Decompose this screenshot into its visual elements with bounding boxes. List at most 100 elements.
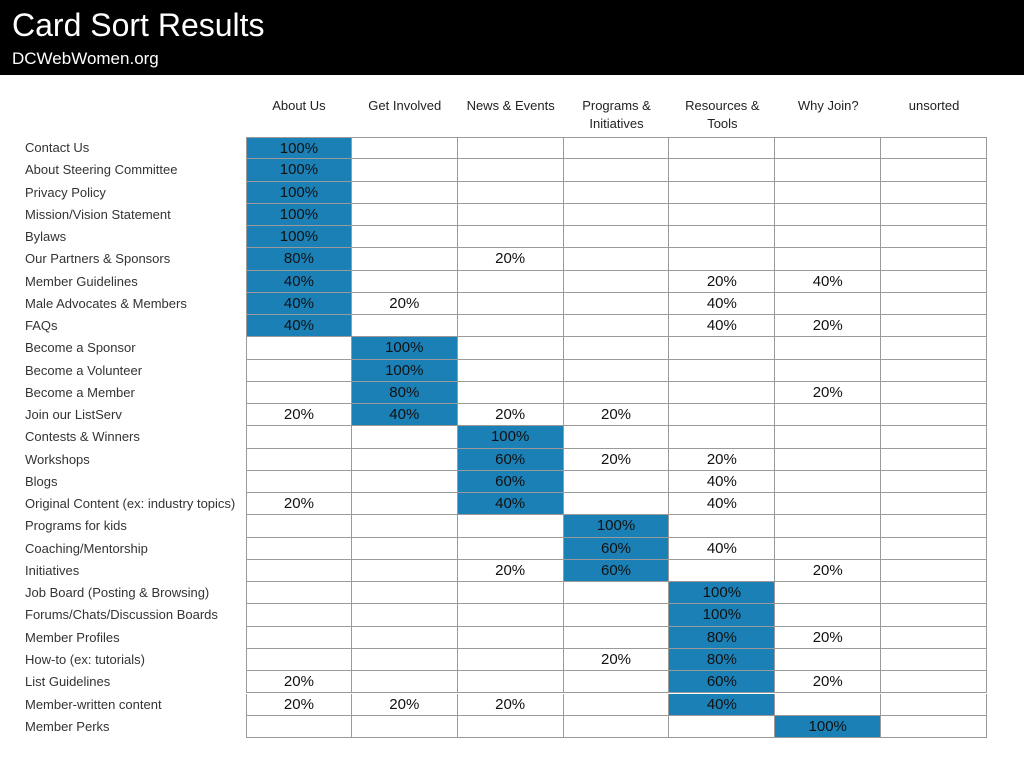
table-cell: 20% — [351, 693, 458, 716]
table-cell — [669, 181, 776, 204]
table-cell — [563, 337, 670, 360]
table-cell — [351, 537, 458, 560]
table-cell — [351, 515, 458, 538]
table-cell: 20% — [775, 671, 882, 694]
table-cell: 40% — [669, 470, 776, 494]
table-cell — [669, 337, 776, 360]
row-label: Original Content (ex: industry topics) — [25, 496, 236, 512]
table-cell — [669, 248, 776, 271]
table-cell — [246, 648, 352, 672]
table-cell — [246, 559, 352, 583]
table-cell: 80% — [669, 648, 776, 672]
table-cell — [457, 381, 564, 405]
table-cell: 40% — [669, 537, 776, 560]
table-cell — [351, 559, 458, 583]
table-cell: 100% — [775, 715, 882, 738]
table-cell — [246, 448, 352, 471]
table-cell — [775, 292, 882, 316]
table-cell: 100% — [246, 137, 352, 160]
table-cell — [563, 292, 670, 316]
table-cell: 80% — [669, 626, 776, 649]
table-cell — [351, 715, 458, 738]
table-cell — [351, 315, 458, 338]
table-cell: 100% — [669, 582, 776, 605]
table-cell: 20% — [457, 404, 564, 427]
table-cell: 40% — [669, 292, 776, 316]
row-label: Join our ListServ — [25, 407, 122, 423]
table-cell: 20% — [563, 404, 670, 427]
column-header: About Us — [272, 98, 326, 113]
table-cell — [457, 137, 564, 160]
table-cell: 40% — [246, 270, 352, 293]
table-cell: 100% — [351, 337, 458, 360]
table-cell: 20% — [457, 693, 564, 716]
table-cell — [563, 671, 670, 694]
table-cell — [775, 582, 882, 605]
table-cell — [246, 715, 352, 738]
table-cell: 40% — [669, 693, 776, 716]
column-header: News & Events — [466, 98, 555, 113]
table-cell: 80% — [351, 381, 458, 405]
table-cell — [881, 426, 988, 449]
table-cell — [881, 559, 988, 583]
table-cell — [563, 137, 670, 160]
table-cell — [457, 582, 564, 605]
table-cell — [246, 515, 352, 538]
row-label: Contests & Winners — [25, 429, 140, 445]
table-cell — [775, 337, 882, 360]
table-cell — [563, 582, 670, 605]
row-label: Member Profiles — [25, 629, 120, 645]
table-cell — [669, 404, 776, 427]
table-cell — [669, 381, 776, 405]
table-cell — [775, 493, 882, 516]
table-cell: 20% — [246, 493, 352, 516]
column-header: Why Join? — [797, 98, 859, 113]
table-cell — [351, 426, 458, 449]
table-cell — [881, 515, 988, 538]
table-cell: 20% — [246, 404, 352, 427]
table-cell — [563, 315, 670, 338]
row-label: Privacy Policy — [25, 184, 106, 200]
table-cell — [457, 648, 564, 672]
table-cell — [881, 381, 988, 405]
table-cell: 100% — [351, 359, 458, 382]
table-cell — [881, 626, 988, 649]
table-cell — [457, 270, 564, 293]
table-cell — [246, 604, 352, 627]
table-cell: 40% — [775, 270, 882, 293]
table-cell — [563, 159, 670, 182]
table-cell — [775, 537, 882, 560]
table-cell — [246, 426, 352, 449]
table-cell — [775, 693, 882, 716]
table-cell — [246, 470, 352, 494]
table-cell: 20% — [775, 559, 882, 583]
table-cell — [669, 515, 776, 538]
table-cell — [775, 515, 882, 538]
table-cell — [563, 226, 670, 249]
table-cell — [881, 604, 988, 627]
table-cell — [457, 537, 564, 560]
table-cell — [881, 248, 988, 271]
table-cell: 40% — [457, 493, 564, 516]
table-cell — [563, 381, 670, 405]
table-cell — [246, 537, 352, 560]
table-cell — [881, 337, 988, 360]
table-cell — [351, 248, 458, 271]
table-cell — [669, 426, 776, 449]
row-label: Contact Us — [25, 140, 90, 155]
table-cell — [351, 159, 458, 182]
table-cell — [775, 159, 882, 182]
row-label: Initiatives — [25, 562, 80, 578]
table-cell — [246, 359, 352, 382]
row-label: FAQs — [25, 318, 58, 334]
table-cell — [881, 493, 988, 516]
row-label: Workshops — [25, 451, 90, 467]
table-cell — [563, 181, 670, 204]
table-cell — [351, 226, 458, 249]
table-cell: 20% — [246, 671, 352, 694]
table-cell — [351, 137, 458, 160]
table-cell — [775, 203, 882, 227]
table-cell — [351, 493, 458, 516]
table-cell — [775, 137, 882, 160]
table-cell — [351, 671, 458, 694]
